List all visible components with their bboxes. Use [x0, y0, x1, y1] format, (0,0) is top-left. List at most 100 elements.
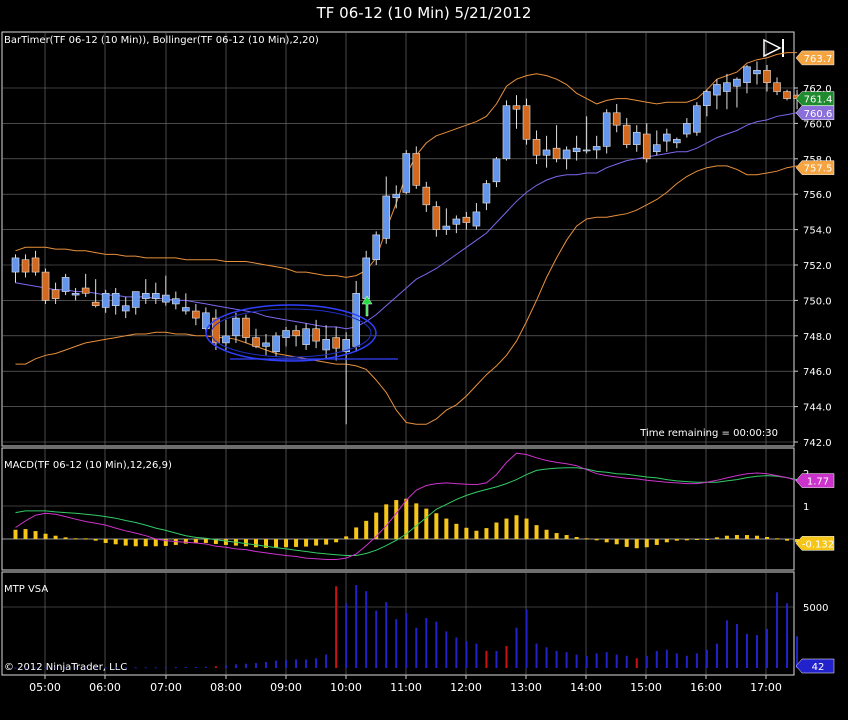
candle-body: [262, 342, 270, 347]
macd-hist-bar: [644, 539, 649, 548]
candle-body: [202, 312, 210, 330]
candle-body: [212, 317, 220, 344]
volume-bar: [104, 667, 107, 669]
candle: [151, 282, 160, 304]
volume-bar: [786, 603, 789, 668]
candle: [342, 332, 350, 425]
candle: [252, 328, 260, 349]
marker-label: 760.6: [804, 109, 833, 120]
candle: [392, 185, 401, 209]
macd-series: [13, 452, 800, 560]
macd-hist-bar: [374, 512, 379, 539]
candle: [652, 130, 661, 156]
candle-body: [31, 257, 40, 273]
x-tick-label: 17:00: [750, 681, 782, 694]
candle-body: [632, 131, 641, 145]
macd-hist-bar: [384, 504, 389, 539]
candle: [121, 296, 130, 319]
volume-bar: [605, 652, 608, 668]
volume-bar: [395, 619, 398, 668]
volume-bar: [645, 655, 648, 668]
volume-bar: [204, 666, 207, 668]
candle: [442, 208, 451, 235]
candle-body: [482, 183, 491, 204]
macd-hist-bar: [604, 539, 609, 543]
price-markers: 763.7 761.4 760.6 757.5 1.77 -0.132 42: [795, 50, 835, 674]
volume-bar: [265, 661, 267, 668]
volume-bar: [635, 658, 638, 668]
volume-bar: [655, 650, 658, 668]
macd-hist-bar: [694, 539, 699, 540]
marker-label: -0.132: [802, 539, 834, 550]
candle: [21, 254, 30, 278]
candle-body: [342, 339, 350, 353]
volume-bar: [74, 667, 77, 669]
macd-line: [15, 452, 798, 560]
volume-bar: [435, 621, 438, 668]
macd-hist-bar: [554, 533, 559, 539]
candle-body: [292, 330, 300, 337]
volume-bar: [565, 652, 568, 668]
candle-body: [662, 133, 671, 142]
up-arrow-signal-icon: [361, 295, 373, 317]
macd-hist-bar: [394, 500, 399, 539]
price-marker: 760.6: [795, 105, 835, 121]
volume-bar: [665, 649, 668, 668]
candle: [182, 293, 190, 315]
candle-body: [683, 123, 691, 135]
candle: [622, 118, 631, 149]
candle-body: [502, 105, 511, 160]
x-tick-label: 07:00: [150, 681, 182, 694]
volume-bar: [705, 649, 708, 668]
candle: [582, 116, 591, 154]
volume-bar: [285, 660, 288, 668]
volume-bar: [585, 655, 588, 668]
macd-hist-bar: [424, 508, 429, 539]
candle: [773, 77, 781, 96]
volume-bar: [214, 666, 217, 668]
candle-body: [452, 218, 461, 225]
candle-body: [131, 291, 140, 308]
macd-hist-bar: [404, 498, 409, 539]
x-tick-label: 16:00: [690, 681, 722, 694]
macd-hist-bar: [324, 539, 329, 545]
candle-body: [352, 293, 360, 347]
volume-bar: [325, 654, 328, 668]
skip-end-icon[interactable]: [763, 38, 784, 58]
x-tick-label: 15:00: [630, 681, 662, 694]
volume-bar: [415, 627, 418, 668]
candle: [673, 137, 681, 149]
macd-hist-bar: [574, 537, 579, 539]
volume-bar: [475, 643, 478, 668]
macd-hist-bar: [354, 527, 359, 539]
macd-hist-bar: [414, 503, 419, 539]
volume-bar: [24, 667, 27, 669]
price-marker: 757.5: [795, 160, 835, 175]
candle-body: [693, 105, 701, 133]
x-tick-label: 12:00: [450, 681, 482, 694]
macd-signal-line: [15, 467, 798, 556]
macd-hist-bar: [203, 539, 208, 543]
candle: [753, 61, 761, 85]
volume-bar: [234, 664, 237, 668]
candle-body: [81, 287, 90, 294]
candle-body: [703, 91, 711, 107]
candle-body: [522, 105, 531, 140]
candle: [242, 314, 250, 343]
panel-frame-2: [1, 447, 795, 571]
candle: [352, 280, 360, 352]
candle: [131, 291, 140, 315]
volume-y-tick-label: 5000: [803, 603, 828, 614]
marker-tag: [795, 105, 835, 121]
candle: [723, 73, 731, 110]
macd-hist-bar: [13, 529, 18, 539]
volume-bar: [515, 627, 518, 668]
candle-body: [642, 133, 651, 160]
candle: [11, 254, 20, 283]
macd-marker: -0.132: [795, 536, 835, 551]
volume-bar: [305, 659, 308, 668]
candle: [542, 135, 551, 168]
candle-body: [21, 259, 30, 273]
